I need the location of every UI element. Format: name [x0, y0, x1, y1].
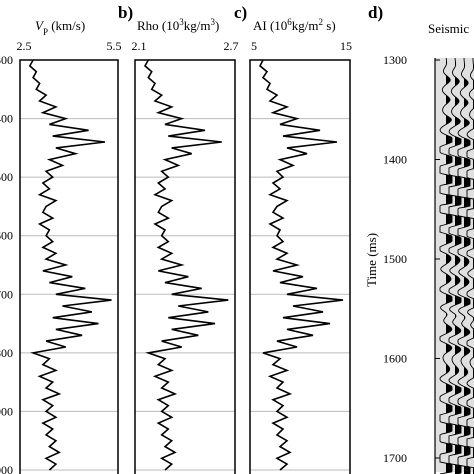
- y-tick-label: 1600: [383, 352, 407, 366]
- title-part: 6: [287, 17, 292, 27]
- title-part: Rho (10: [137, 18, 179, 33]
- title-part: 2: [319, 17, 324, 27]
- panel-frame: [134, 59, 236, 474]
- x-tick-label: 2.7: [224, 39, 239, 53]
- panel-frame: [19, 59, 119, 474]
- y-tick-label: 2000: [0, 463, 13, 474]
- x-tick-label: 2.1: [132, 39, 147, 53]
- y-tick-label: 1900: [0, 404, 13, 418]
- title-part: V: [35, 18, 45, 33]
- y-tick-label: 1500: [0, 170, 13, 184]
- title-part: s): [323, 18, 336, 33]
- seismic-trace: [448, 58, 462, 474]
- x-tick-label: 5.5: [107, 39, 122, 53]
- panel-title: VP (km/s): [35, 18, 85, 37]
- y-tick-label: 1500: [383, 252, 407, 266]
- x-tick-label: 2.5: [17, 39, 32, 53]
- title-part: P: [43, 27, 48, 37]
- title-part: ): [215, 18, 219, 33]
- y-tick-label: 1300: [0, 53, 13, 67]
- seismic-trace: [439, 57, 453, 474]
- y-tick-label: 1800: [0, 346, 13, 360]
- title-part: kg/m: [292, 18, 319, 33]
- seismic-fill: [455, 58, 461, 474]
- y-tick-label: 1400: [0, 112, 13, 126]
- panel-frame: [249, 59, 351, 474]
- panel-label: b): [118, 3, 133, 22]
- panel-label: d): [368, 3, 383, 22]
- y-tick-label: 1300: [383, 53, 407, 67]
- title-part: (km/s): [48, 18, 85, 33]
- y-tick-label: 1600: [0, 229, 13, 243]
- panel-title: Seismic: [428, 21, 469, 36]
- title-part: 3: [179, 17, 184, 27]
- y-axis-label: Time (ms): [364, 233, 379, 287]
- title-part: kg/m: [184, 18, 211, 33]
- log-curve: [28, 59, 112, 471]
- panel-title: Rho (103kg/m3): [137, 17, 219, 33]
- seismic-trace: [457, 57, 471, 474]
- y-tick-label: 1700: [383, 451, 407, 465]
- y-tick-label: 1400: [383, 153, 407, 167]
- panel-title: AI (106kg/m2 s): [253, 17, 336, 33]
- x-tick-label: 5: [251, 39, 257, 53]
- title-part: 3: [210, 17, 215, 27]
- x-tick-label: 15: [340, 39, 352, 53]
- seismic-fill: [464, 58, 470, 474]
- log-curve: [143, 59, 229, 471]
- seismic-trace: [466, 58, 474, 469]
- seismic-fill: [446, 58, 452, 474]
- y-tick-label: 1700: [0, 287, 13, 301]
- title-part: AI (10: [253, 18, 287, 33]
- log-curve: [258, 59, 344, 471]
- panel-label: c): [234, 3, 247, 22]
